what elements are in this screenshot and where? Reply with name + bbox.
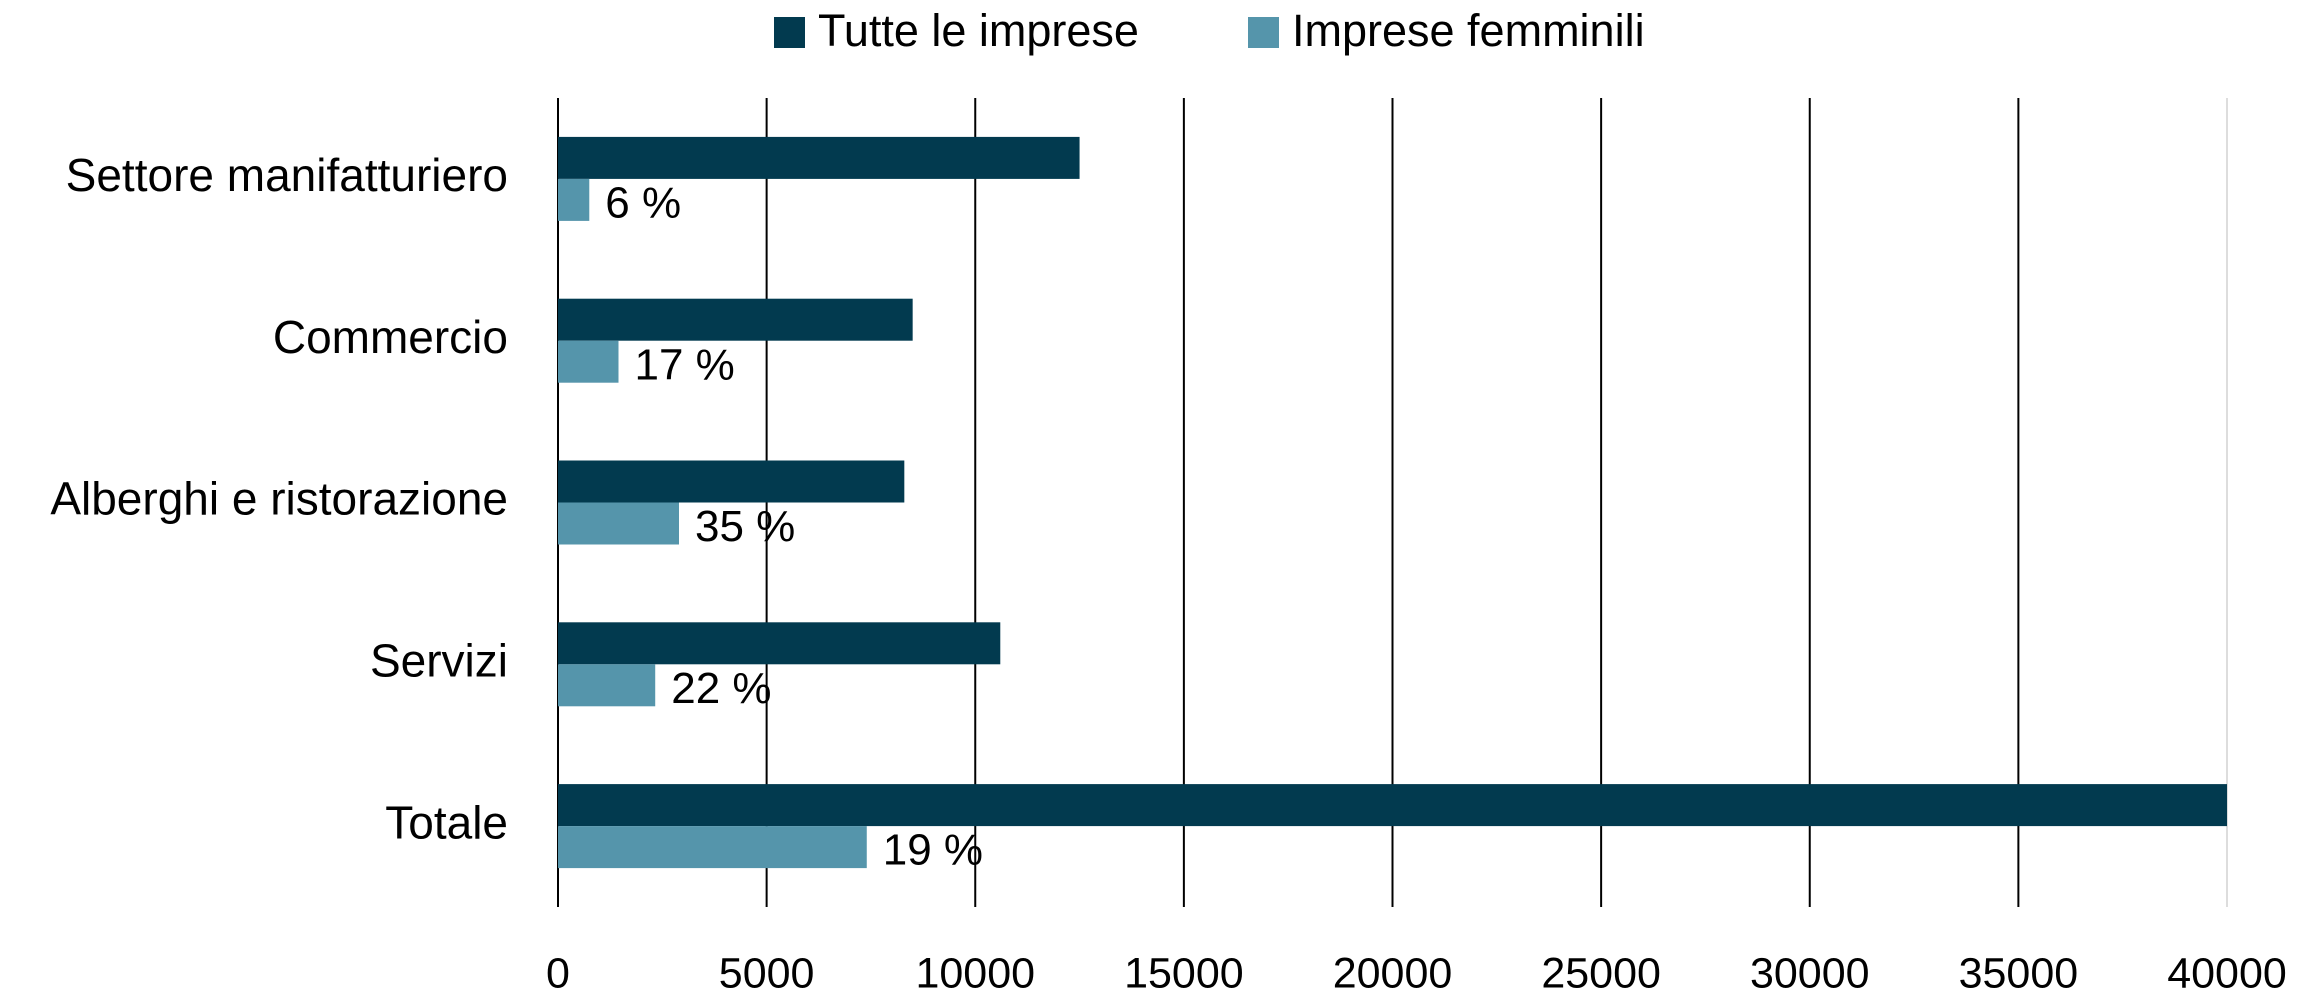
bar	[558, 826, 867, 869]
data-label: 19 %	[883, 826, 983, 875]
x-tick-label: 30000	[1750, 949, 1870, 997]
x-tick-label: 40000	[2167, 949, 2287, 997]
category-label: Servizi	[370, 634, 508, 686]
x-tick-label: 10000	[915, 949, 1035, 997]
bar	[558, 664, 656, 707]
bar	[558, 502, 680, 545]
bar	[558, 178, 590, 221]
category-label: Settore manifatturiero	[66, 149, 508, 201]
legend-label: Tutte le imprese	[818, 5, 1139, 56]
data-label: 17 %	[635, 340, 735, 389]
bar	[558, 136, 1080, 179]
data-label: 35 %	[695, 502, 795, 551]
bar	[558, 460, 905, 503]
category-label: Totale	[385, 796, 508, 848]
bar	[558, 622, 1001, 665]
data-label: 22 %	[671, 664, 771, 713]
x-tick-label: 0	[546, 949, 570, 997]
category-label: Alberghi e ristorazione	[50, 473, 508, 525]
x-tick-label: 15000	[1124, 949, 1244, 997]
category-label: Commercio	[273, 311, 508, 363]
legend-swatch	[1248, 17, 1279, 48]
legend-label: Imprese femminili	[1292, 5, 1645, 56]
data-label: 6 %	[605, 179, 681, 228]
x-tick-label: 5000	[719, 949, 815, 997]
x-tick-label: 25000	[1541, 949, 1661, 997]
bar	[558, 298, 913, 341]
x-tick-label: 20000	[1333, 949, 1453, 997]
bar	[558, 784, 2227, 827]
legend-swatch	[774, 17, 805, 48]
x-tick-label: 35000	[1959, 949, 2079, 997]
bar	[558, 340, 619, 383]
